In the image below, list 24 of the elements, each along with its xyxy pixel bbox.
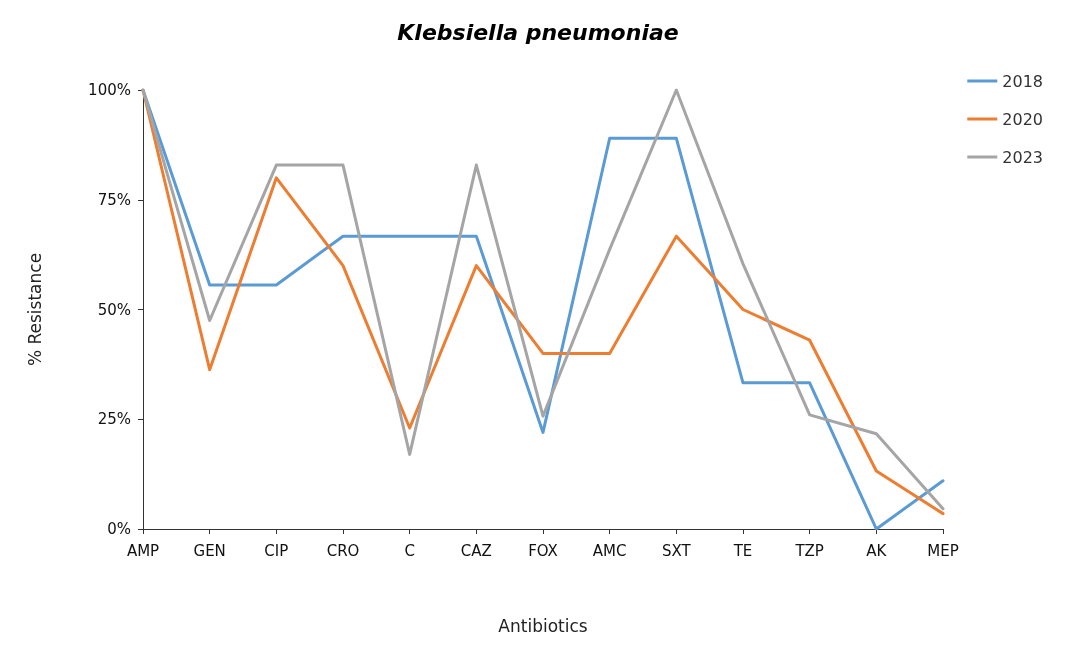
chart-title: Klebsiella pneumoniae	[397, 19, 679, 45]
x-tick-label: TE	[732, 541, 753, 560]
y-tick-label: 0%	[107, 520, 131, 538]
y-tick-label: 25%	[97, 410, 131, 429]
x-tick-label: GEN	[193, 541, 226, 560]
x-tick-label: CIP	[264, 541, 289, 560]
x-tick-label: AK	[866, 541, 888, 560]
y-tick-label: 75%	[97, 190, 131, 209]
x-axis-title: Antibiotics	[498, 615, 588, 636]
x-tick-label: CRO	[326, 541, 360, 560]
y-tick-label: 100%	[88, 81, 131, 99]
legend-label: 2020	[1002, 109, 1043, 129]
x-tick-label: AMP	[126, 541, 160, 560]
legend-label: 2023	[1002, 147, 1043, 167]
x-tick-label: CAZ	[460, 541, 492, 560]
y-axis-title: % Resistance	[24, 252, 45, 367]
x-tick-label: AMC	[592, 541, 627, 560]
x-tick-label: SXT	[661, 541, 692, 560]
y-tick-label: 50%	[97, 300, 131, 319]
legend-label: 2018	[1002, 71, 1043, 91]
x-tick-label: MEP	[927, 541, 959, 560]
x-tick-label: C	[404, 541, 415, 560]
x-tick-label: FOX	[528, 541, 558, 560]
x-tick-label: TZP	[794, 541, 824, 560]
